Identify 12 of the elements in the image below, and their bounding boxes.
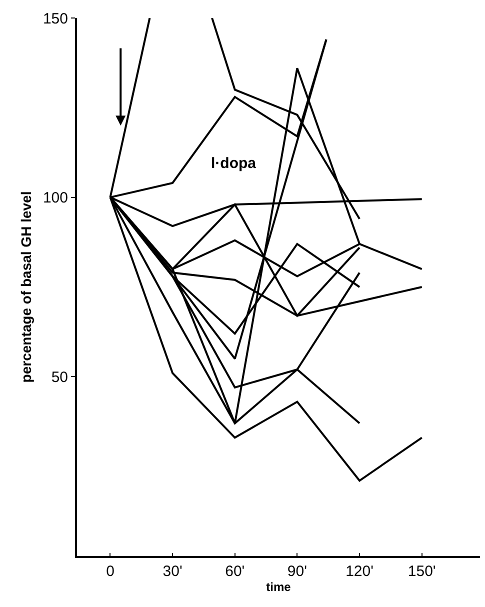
- y-tick-label: 150: [42, 10, 68, 28]
- x-tick-label: 150': [408, 563, 436, 580]
- y-axis-title: percentage of basal GH level: [18, 191, 34, 383]
- x-tick-label: 60': [225, 563, 245, 580]
- y-tick-label: 100: [42, 190, 68, 207]
- y-tick-label: 50: [51, 368, 68, 386]
- annotation: l·dopa: [211, 155, 257, 172]
- x-tick-label: 0: [106, 563, 114, 580]
- x-axis-title: time: [266, 580, 292, 594]
- x-tick-label: 120': [346, 563, 374, 580]
- x-tick-label: 30': [162, 563, 182, 580]
- x-tick-label: 90': [287, 563, 308, 580]
